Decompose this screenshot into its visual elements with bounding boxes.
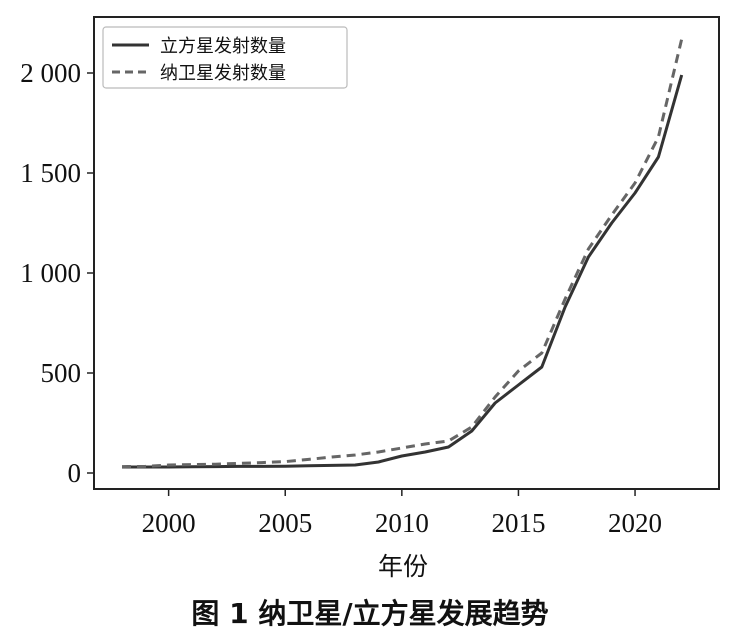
y-tick-label: 1 500	[20, 158, 81, 188]
y-tick-label: 1 000	[20, 258, 81, 288]
legend-box	[102, 26, 348, 89]
x-tick-label: 2010	[375, 508, 429, 538]
x-tick-label: 2005	[258, 508, 312, 538]
x-tick-label: 2000	[142, 508, 196, 538]
legend: 立方星发射数量 纳卫星发射数量	[102, 26, 348, 89]
x-tick-label: 2020	[608, 508, 662, 538]
legend-label-0: 立方星发射数量	[160, 36, 286, 57]
chart: 2000 2005 2010 2015 2020 0 500 1 000 1 500 2 000…	[20, 16, 720, 581]
figure-caption: 图 1 纳卫星/立方星发展趋势	[191, 597, 549, 630]
series-line-1	[121, 38, 684, 469]
series-line-0	[122, 74, 684, 469]
y-tick-label: 500	[41, 358, 82, 388]
plot-frame	[93, 16, 720, 490]
y-tick-label: 2 000	[20, 58, 81, 88]
x-tick-label: 2015	[491, 508, 545, 538]
x-axis-title: 年份	[378, 552, 428, 581]
legend-label-1: 纳卫星发射数量	[160, 63, 286, 84]
y-tick-label: 0	[68, 458, 82, 488]
